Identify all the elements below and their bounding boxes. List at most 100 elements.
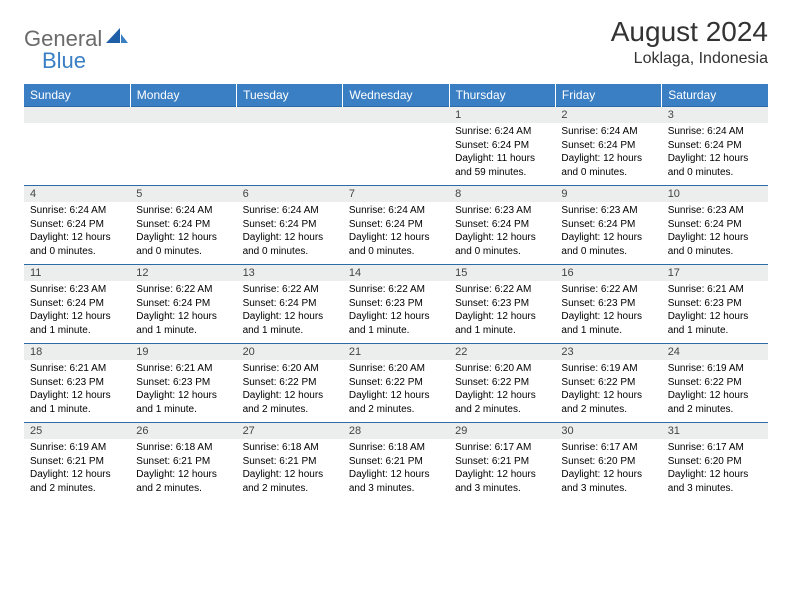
sunrise-text: Sunrise: 6:18 AM <box>136 441 230 455</box>
sunrise-text: Sunrise: 6:22 AM <box>243 283 337 297</box>
sunset-text: Sunset: 6:20 PM <box>561 455 655 469</box>
day-number-cell: 15 <box>449 265 555 282</box>
logo-text-blue: Blue <box>42 48 86 73</box>
sunrise-text: Sunrise: 6:21 AM <box>30 362 124 376</box>
daylight-text: Daylight: 12 hours and 2 minutes. <box>243 389 337 416</box>
weekday-header: Tuesday <box>237 84 343 107</box>
daylight-text: Daylight: 12 hours and 0 minutes. <box>668 231 762 258</box>
day-detail-cell: Sunrise: 6:22 AMSunset: 6:24 PMDaylight:… <box>237 281 343 344</box>
weekday-header: Saturday <box>662 84 768 107</box>
sunset-text: Sunset: 6:24 PM <box>668 218 762 232</box>
sunset-text: Sunset: 6:24 PM <box>136 297 230 311</box>
sunrise-text: Sunrise: 6:24 AM <box>455 125 549 139</box>
sunrise-text: Sunrise: 6:23 AM <box>668 204 762 218</box>
day-detail-cell: Sunrise: 6:23 AMSunset: 6:24 PMDaylight:… <box>662 202 768 265</box>
daylight-text: Daylight: 12 hours and 0 minutes. <box>561 231 655 258</box>
sunrise-text: Sunrise: 6:17 AM <box>455 441 549 455</box>
sunset-text: Sunset: 6:21 PM <box>30 455 124 469</box>
sunrise-text: Sunrise: 6:18 AM <box>243 441 337 455</box>
day-detail-cell: Sunrise: 6:18 AMSunset: 6:21 PMDaylight:… <box>237 439 343 501</box>
sunrise-text: Sunrise: 6:18 AM <box>349 441 443 455</box>
daylight-text: Daylight: 12 hours and 2 minutes. <box>349 389 443 416</box>
day-number-cell: 20 <box>237 344 343 361</box>
day-number-cell <box>24 107 130 124</box>
daylight-text: Daylight: 12 hours and 2 minutes. <box>561 389 655 416</box>
sunrise-text: Sunrise: 6:24 AM <box>243 204 337 218</box>
day-detail-cell: Sunrise: 6:24 AMSunset: 6:24 PMDaylight:… <box>662 123 768 186</box>
day-number-cell: 27 <box>237 423 343 440</box>
day-detail-cell: Sunrise: 6:24 AMSunset: 6:24 PMDaylight:… <box>24 202 130 265</box>
sunset-text: Sunset: 6:22 PM <box>561 376 655 390</box>
day-detail-cell: Sunrise: 6:24 AMSunset: 6:24 PMDaylight:… <box>449 123 555 186</box>
day-detail-cell: Sunrise: 6:19 AMSunset: 6:21 PMDaylight:… <box>24 439 130 501</box>
day-detail-cell: Sunrise: 6:22 AMSunset: 6:23 PMDaylight:… <box>449 281 555 344</box>
day-number-cell: 23 <box>555 344 661 361</box>
sunrise-text: Sunrise: 6:24 AM <box>30 204 124 218</box>
day-number-cell: 10 <box>662 186 768 203</box>
daylight-text: Daylight: 12 hours and 0 minutes. <box>668 152 762 179</box>
day-number-cell: 28 <box>343 423 449 440</box>
location: Loklaga, Indonesia <box>611 50 768 68</box>
daynum-row: 45678910 <box>24 186 768 203</box>
sunset-text: Sunset: 6:24 PM <box>561 139 655 153</box>
day-number-cell: 18 <box>24 344 130 361</box>
sunset-text: Sunset: 6:23 PM <box>668 297 762 311</box>
day-detail-cell: Sunrise: 6:21 AMSunset: 6:23 PMDaylight:… <box>662 281 768 344</box>
day-detail-cell: Sunrise: 6:20 AMSunset: 6:22 PMDaylight:… <box>449 360 555 423</box>
sunrise-text: Sunrise: 6:23 AM <box>30 283 124 297</box>
sunset-text: Sunset: 6:24 PM <box>136 218 230 232</box>
daylight-text: Daylight: 12 hours and 1 minute. <box>136 310 230 337</box>
sunrise-text: Sunrise: 6:24 AM <box>561 125 655 139</box>
weekday-header-row: Sunday Monday Tuesday Wednesday Thursday… <box>24 84 768 107</box>
detail-row: Sunrise: 6:21 AMSunset: 6:23 PMDaylight:… <box>24 360 768 423</box>
day-number-cell: 17 <box>662 265 768 282</box>
daylight-text: Daylight: 12 hours and 3 minutes. <box>455 468 549 495</box>
sunrise-text: Sunrise: 6:17 AM <box>561 441 655 455</box>
day-number-cell: 13 <box>237 265 343 282</box>
day-detail-cell <box>343 123 449 186</box>
detail-row: Sunrise: 6:23 AM Sunset: 6:24 PMDaylight:… <box>24 281 768 344</box>
daylight-text: Daylight: 12 hours and 2 minutes. <box>668 389 762 416</box>
day-detail-cell <box>24 123 130 186</box>
sunrise-text: Sunrise: 6:22 AM <box>349 283 443 297</box>
sunset-text: Sunset: 6:21 PM <box>455 455 549 469</box>
day-detail-cell <box>130 123 236 186</box>
sunrise-text: Sunrise: 6:24 AM <box>136 204 230 218</box>
daylight-text: Daylight: 12 hours and 0 minutes. <box>349 231 443 258</box>
day-detail-cell: Sunrise: 6:18 AMSunset: 6:21 PMDaylight:… <box>343 439 449 501</box>
day-number-cell: 1 <box>449 107 555 124</box>
day-detail-cell: Sunrise: 6:20 AMSunset: 6:22 PMDaylight:… <box>343 360 449 423</box>
day-detail-cell: Sunrise: 6:20 AMSunset: 6:22 PMDaylight:… <box>237 360 343 423</box>
sunrise-text: Sunrise: 6:22 AM <box>561 283 655 297</box>
sunset-text: Sunset: 6:22 PM <box>243 376 337 390</box>
sunset-text: Sunset: 6:23 PM <box>349 297 443 311</box>
day-detail-cell: Sunrise: 6:19 AMSunset: 6:22 PMDaylight:… <box>662 360 768 423</box>
sunrise-text: Sunrise: 6:20 AM <box>243 362 337 376</box>
day-detail-cell: Sunrise: 6:22 AMSunset: 6:23 PMDaylight:… <box>555 281 661 344</box>
day-number-cell: 8 <box>449 186 555 203</box>
weekday-header: Thursday <box>449 84 555 107</box>
day-number-cell: 16 <box>555 265 661 282</box>
weekday-header: Wednesday <box>343 84 449 107</box>
daynum-row: 11121314151617 <box>24 265 768 282</box>
sunrise-text: Sunrise: 6:20 AM <box>455 362 549 376</box>
day-number-cell: 5 <box>130 186 236 203</box>
day-number-cell <box>130 107 236 124</box>
day-detail-cell: Sunrise: 6:17 AMSunset: 6:20 PMDaylight:… <box>662 439 768 501</box>
sunset-text: Sunset: 6:22 PM <box>455 376 549 390</box>
month-title: August 2024 <box>611 16 768 48</box>
daylight-text: Daylight: 12 hours and 3 minutes. <box>349 468 443 495</box>
page: General August 2024 Loklaga, Indonesia B… <box>0 0 792 517</box>
sunset-text: Sunset: 6:24 PM <box>455 139 549 153</box>
daylight-text: Daylight: 12 hours and 0 minutes. <box>561 152 655 179</box>
day-detail-cell: Sunrise: 6:23 AMSunset: 6:24 PMDaylight:… <box>555 202 661 265</box>
day-detail-cell: Sunrise: 6:24 AMSunset: 6:24 PMDaylight:… <box>555 123 661 186</box>
detail-row: Sunrise: 6:19 AMSunset: 6:21 PMDaylight:… <box>24 439 768 501</box>
day-number-cell: 21 <box>343 344 449 361</box>
weekday-header: Friday <box>555 84 661 107</box>
sunset-text: Sunset: 6:24 PM <box>668 139 762 153</box>
sunrise-text: Sunrise: 6:22 AM <box>136 283 230 297</box>
sunrise-text: Sunrise: 6:21 AM <box>668 283 762 297</box>
sunset-text: Sunset: 6:22 PM <box>349 376 443 390</box>
day-detail-cell: Sunrise: 6:24 AMSunset: 6:24 PMDaylight:… <box>237 202 343 265</box>
